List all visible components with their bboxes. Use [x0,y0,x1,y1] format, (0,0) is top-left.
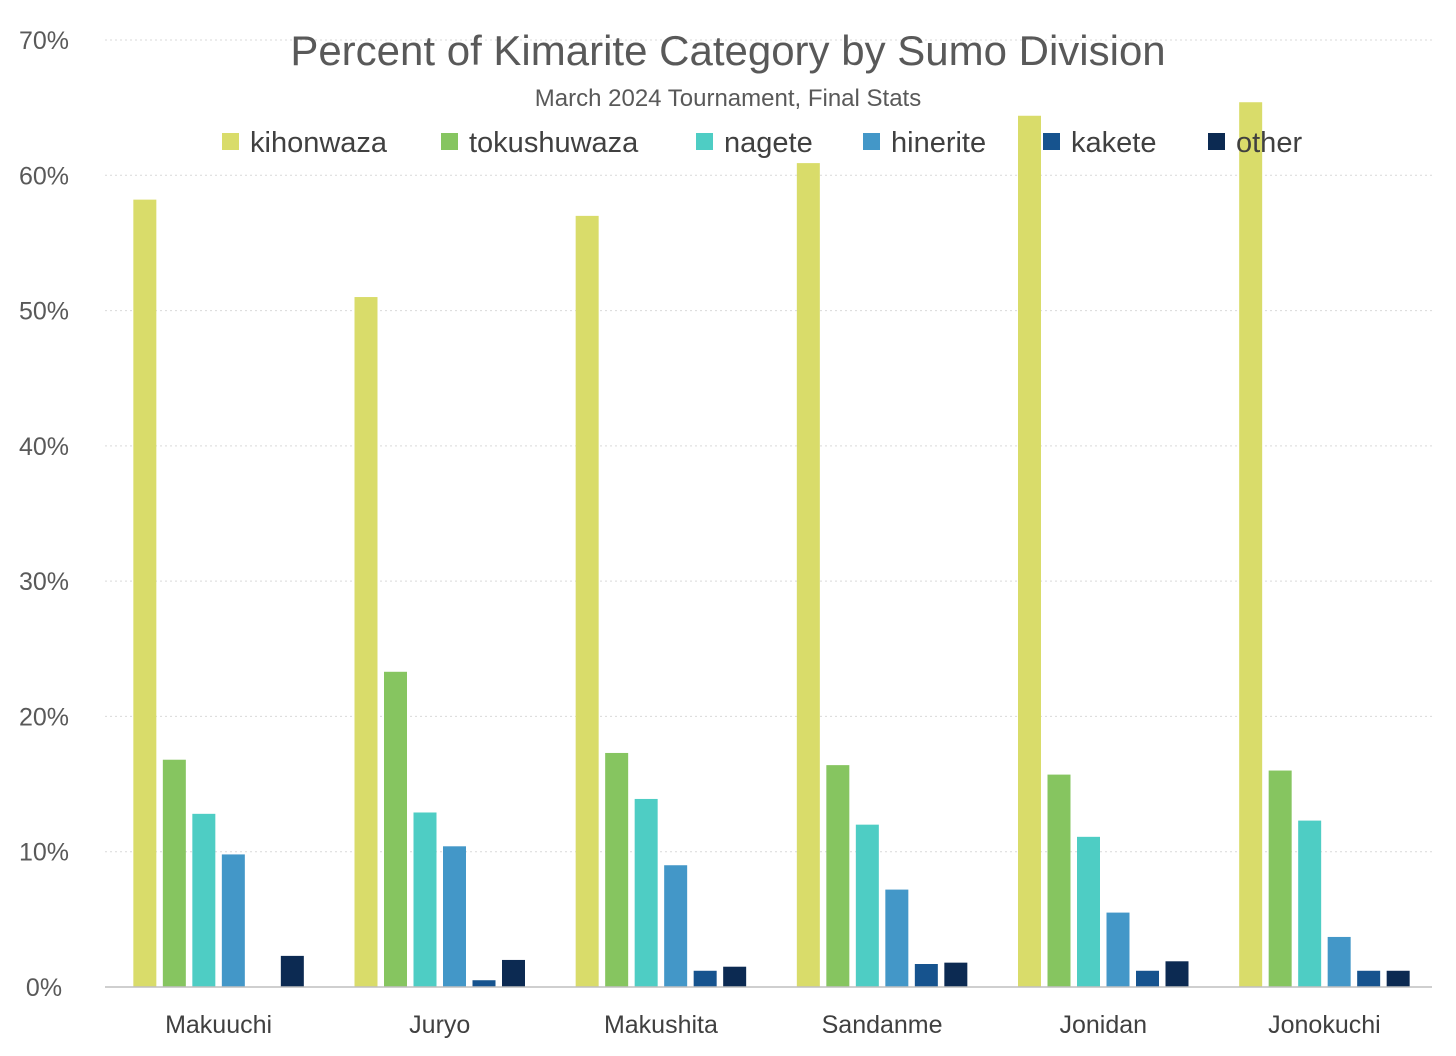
chart-title: Percent of Kimarite Category by Sumo Div… [290,27,1165,74]
legend-label-kihonwaza: kihonwaza [250,127,388,159]
x-axis-categories: Makuuchi Juryo Makushita Sandanme Jonidan Jon… [165,1011,1381,1039]
bar-hinerite-jonokuchi [1327,936,1351,987]
x-category-label: Makuuchi [165,1011,272,1039]
bar-tokushuwaza-sandanme [826,765,850,987]
bar-nagete-makushita [634,798,658,987]
bar-nagete-makuuchi [192,813,216,987]
bar-other-makushita [723,966,747,987]
y-tick-label: 60% [19,162,69,190]
y-tick-label: 40% [19,433,69,461]
legend-label-other: other [1236,127,1302,159]
y-tick-label: 10% [19,839,69,867]
legend-swatch-nagete [696,133,713,150]
bar-tokushuwaza-juryo [384,671,407,987]
y-axis-ticks: 0% 10% 20% 30% 40% 50% 60% 70% [19,27,69,1002]
y-tick-label: 30% [19,568,69,596]
y-tick-label: 50% [19,298,69,326]
bar-other-juryo [502,959,525,987]
bar-kihonwaza-jonokuchi [1239,102,1263,987]
chart-subtitle: March 2024 Tournament, Final Stats [535,85,921,112]
x-category-label: Makushita [604,1011,718,1039]
legend-label-tokushuwaza: tokushuwaza [469,127,639,159]
bar-nagete-sandanme [855,824,879,987]
legend-swatch-hinerite [863,133,880,150]
bar-nagete-juryo [413,812,437,987]
bar-kihonwaza-sandanme [796,163,820,988]
bar-hinerite-makushita [664,865,688,987]
bar-kakete-sandanme [914,964,938,987]
bar-other-jonokuchi [1386,970,1410,987]
bar-tokushuwaza-makushita [605,752,629,987]
x-category-label: Sandanme [822,1011,943,1039]
y-tick-label: 0% [26,974,62,1002]
x-category-label: Jonidan [1059,1011,1147,1039]
bar-kakete-makushita [693,970,717,987]
y-tick-label: 70% [19,27,69,55]
legend-swatch-kihonwaza [222,133,239,150]
x-category-label: Jonokuchi [1268,1011,1381,1039]
bar-kihonwaza-jonidan [1018,115,1041,987]
bar-kihonwaza-juryo [354,297,378,987]
bars [133,102,1410,988]
x-category-label: Juryo [409,1011,470,1039]
bar-tokushuwaza-makuuchi [162,759,186,987]
bar-tokushuwaza-jonidan [1047,774,1071,987]
bar-hinerite-sandanme [885,889,909,987]
legend-label-hinerite: hinerite [891,127,986,159]
legend-swatch-other [1208,133,1225,150]
legend-swatch-tokushuwaza [441,133,458,150]
bar-kihonwaza-makushita [575,215,599,987]
bar-kakete-juryo [472,980,496,987]
bar-hinerite-juryo [443,846,466,987]
bar-tokushuwaza-jonokuchi [1268,770,1292,987]
legend-label-nagete: nagete [724,127,813,159]
bar-other-jonidan [1165,961,1189,987]
legend: kihonwaza tokushuwaza nagete hinerite kakete… [222,127,1302,159]
bar-nagete-jonidan [1077,836,1100,987]
bar-nagete-jonokuchi [1298,820,1322,987]
bar-hinerite-jonidan [1106,912,1130,987]
legend-swatch-kakete [1043,133,1060,150]
bar-kihonwaza-makuuchi [133,199,157,987]
bar-kakete-jonidan [1136,970,1159,987]
bar-kakete-jonokuchi [1357,970,1381,987]
gridlines [105,39,1432,853]
bar-other-sandanme [944,962,968,987]
y-tick-label: 20% [19,703,69,731]
legend-label-kakete: kakete [1071,127,1156,159]
bar-hinerite-makuuchi [221,854,245,987]
bar-other-makuuchi [280,955,304,987]
